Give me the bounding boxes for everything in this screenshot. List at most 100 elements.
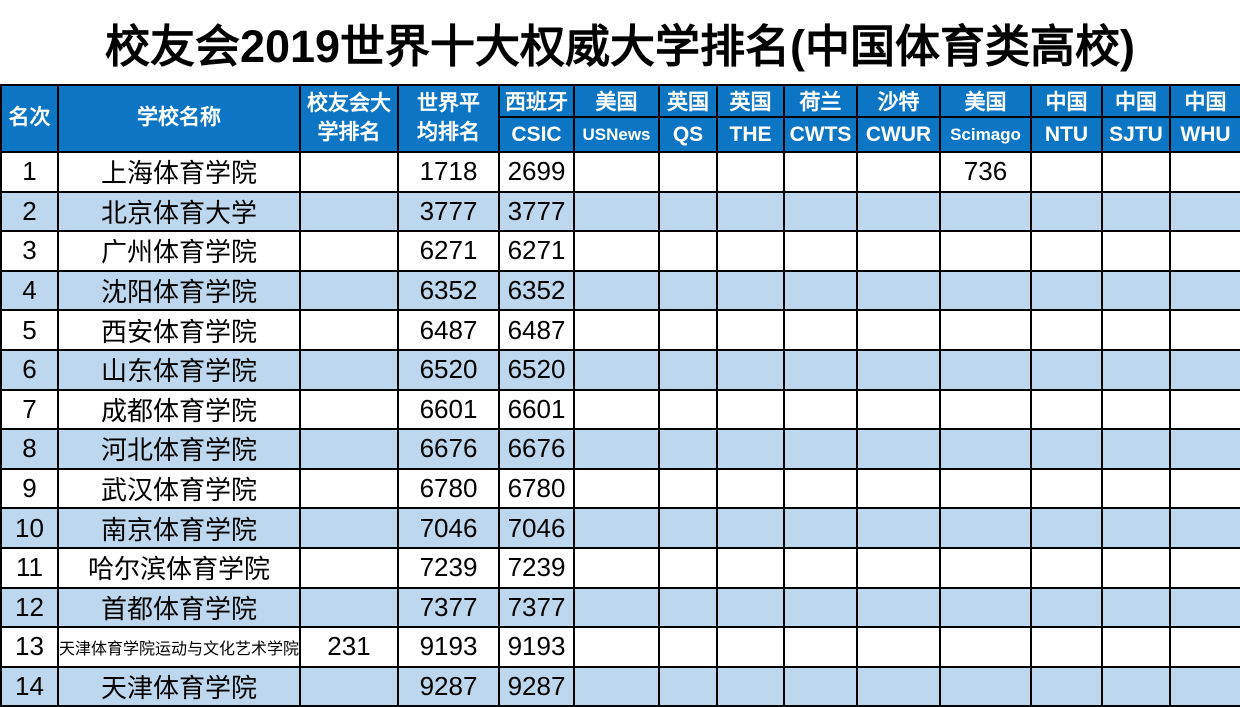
cell-the — [716, 586, 785, 629]
cell-sjtu — [1101, 388, 1171, 431]
cell-ntu — [1030, 665, 1103, 707]
cell-sjtu — [1101, 348, 1171, 391]
cell-csic: 9287 — [498, 665, 575, 707]
table-row: 12 首都体育学院 7377 7377 — [0, 586, 1240, 629]
cell-cwur — [856, 388, 941, 431]
cell-cwts — [783, 665, 858, 707]
ranking-table: 名次 学校名称 校友会大学排名 世界平均排名 西班牙 美国 英国 英国 荷兰 沙特 美国 中国… — [0, 84, 1240, 707]
table-row: 7 成都体育学院 6601 6601 — [0, 388, 1240, 431]
header-world-avg-label: 世界平均排名 — [417, 92, 480, 144]
cell-the — [716, 665, 785, 707]
cell-the — [716, 467, 785, 510]
cell-whu — [1169, 626, 1240, 668]
cell-world-avg: 6780 — [397, 467, 500, 510]
cell-xyh-rank — [299, 546, 399, 589]
cell-csic: 9193 — [498, 626, 575, 668]
cell-world-avg: 7377 — [397, 586, 500, 629]
cell-school: 首都体育学院 — [57, 586, 301, 629]
cell-school: 北京体育大学 — [57, 190, 301, 233]
cell-world-avg: 9287 — [397, 665, 500, 707]
cell-xyh-rank — [299, 586, 399, 629]
cell-scimago — [939, 388, 1032, 431]
cell-school: 上海体育学院 — [57, 151, 301, 193]
cell-school: 西安体育学院 — [57, 309, 301, 351]
cell-school: 武汉体育学院 — [57, 467, 301, 510]
cell-qs — [658, 269, 718, 312]
cell-whu — [1169, 665, 1240, 707]
cell-cwur — [856, 348, 941, 391]
header-xyh-rank: 校友会大学排名 — [299, 84, 399, 153]
cell-whu — [1169, 507, 1240, 549]
table-row: 8 河北体育学院 6676 6676 — [0, 428, 1240, 470]
cell-sjtu — [1101, 230, 1171, 272]
cell-world-avg: 6601 — [397, 388, 500, 431]
cell-sjtu — [1101, 507, 1171, 549]
cell-rank: 4 — [0, 269, 59, 312]
cell-whu — [1169, 230, 1240, 272]
cell-the — [716, 626, 785, 668]
header-country-cwur: 沙特 — [856, 84, 941, 118]
table-row: 2 北京体育大学 3777 3777 — [0, 190, 1240, 233]
cell-whu — [1169, 428, 1240, 470]
header-row-org: CSIC USNews QS THE CWTS CWUR Scimago NTU SJTU WHU — [1, 116, 1240, 153]
cell-usnews — [573, 428, 660, 470]
table-row: 14 天津体育学院 9287 9287 — [0, 665, 1240, 707]
cell-cwur — [856, 151, 941, 193]
cell-whu — [1169, 190, 1240, 233]
cell-xyh-rank: 231 — [299, 626, 399, 668]
cell-xyh-rank — [299, 665, 399, 707]
cell-xyh-rank — [299, 230, 399, 272]
cell-ntu — [1030, 269, 1103, 312]
cell-qs — [658, 665, 718, 707]
cell-school: 广州体育学院 — [57, 230, 301, 272]
cell-xyh-rank — [299, 348, 399, 391]
cell-scimago — [939, 507, 1032, 549]
cell-csic: 6271 — [498, 230, 575, 272]
cell-qs — [658, 190, 718, 233]
cell-qs — [658, 348, 718, 391]
cell-rank: 1 — [0, 151, 59, 193]
cell-ntu — [1030, 230, 1103, 272]
header-xyh-rank-label: 校友会大学排名 — [307, 92, 391, 144]
table-row: 3 广州体育学院 6271 6271 — [0, 230, 1240, 272]
cell-cwur — [856, 665, 941, 707]
cell-ntu — [1030, 467, 1103, 510]
cell-xyh-rank — [299, 467, 399, 510]
cell-xyh-rank — [299, 309, 399, 351]
cell-world-avg: 9193 — [397, 626, 500, 668]
cell-sjtu — [1101, 626, 1171, 668]
cell-csic: 6520 — [498, 348, 575, 391]
cell-csic: 6352 — [498, 269, 575, 312]
cell-scimago — [939, 546, 1032, 589]
cell-rank: 8 — [0, 428, 59, 470]
cell-usnews — [573, 586, 660, 629]
cell-xyh-rank — [299, 190, 399, 233]
cell-cwur — [856, 269, 941, 312]
cell-world-avg: 7239 — [397, 546, 500, 589]
header-row-country: 名次 学校名称 校友会大学排名 世界平均排名 西班牙 美国 英国 英国 荷兰 沙特 美国 中国… — [0, 84, 1240, 153]
cell-school: 南京体育学院 — [57, 507, 301, 549]
cell-cwts — [783, 388, 858, 431]
cell-ntu — [1030, 428, 1103, 470]
cell-csic: 3777 — [498, 190, 575, 233]
cell-cwts — [783, 230, 858, 272]
cell-school: 山东体育学院 — [57, 348, 301, 391]
cell-scimago — [939, 269, 1032, 312]
cell-sjtu — [1101, 269, 1171, 312]
cell-the — [716, 507, 785, 549]
cell-rank: 5 — [0, 309, 59, 351]
cell-qs — [658, 626, 718, 668]
table-body: 1 上海体育学院 1718 2699 736 2 北京体育大学 3777 3777 3 广州体育学院… — [0, 151, 1240, 707]
cell-cwts — [783, 467, 858, 510]
cell-rank: 13 — [0, 626, 59, 668]
cell-cwur — [856, 230, 941, 272]
cell-whu — [1169, 546, 1240, 589]
cell-usnews — [573, 309, 660, 351]
header-org-ntu: NTU — [1030, 116, 1103, 153]
header-org-the: THE — [716, 116, 785, 153]
cell-world-avg: 7046 — [397, 507, 500, 549]
cell-cwts — [783, 546, 858, 589]
cell-scimago — [939, 626, 1032, 668]
cell-usnews — [573, 388, 660, 431]
cell-world-avg: 6487 — [397, 309, 500, 351]
